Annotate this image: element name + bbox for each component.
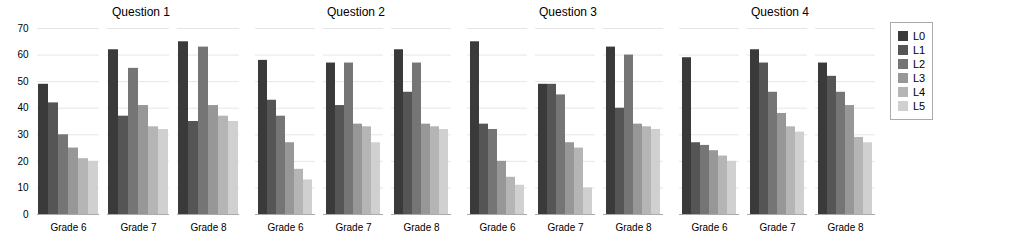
svg-text:0: 0 <box>23 209 29 220</box>
svg-text:Grade 8: Grade 8 <box>615 222 652 233</box>
svg-text:Grade 7: Grade 7 <box>759 222 796 233</box>
svg-text:50: 50 <box>17 76 29 87</box>
svg-text:Grade 7: Grade 7 <box>335 222 372 233</box>
html-text:Question 4: Question 4 <box>751 5 809 19</box>
html-text:L0: L0 <box>913 30 926 42</box>
svg-text:Grade 8: Grade 8 <box>190 222 227 233</box>
html-text:Question 2: Question 2 <box>327 5 385 19</box>
svg-text:Grade 6: Grade 6 <box>691 222 728 233</box>
svg-text:70: 70 <box>17 23 29 34</box>
svg-text:60: 60 <box>17 49 29 60</box>
svg-text:Grade 8: Grade 8 <box>403 222 440 233</box>
svg-text:30: 30 <box>17 129 29 140</box>
html-text:L2: L2 <box>913 58 926 70</box>
html-text:L5: L5 <box>913 100 926 112</box>
svg-text:Grade 6: Grade 6 <box>479 222 516 233</box>
html-text:L4: L4 <box>913 86 926 98</box>
svg-text:Grade 6: Grade 6 <box>267 222 304 233</box>
svg-text:10: 10 <box>17 182 29 193</box>
svg-text:Grade 8: Grade 8 <box>827 222 864 233</box>
svg-text:Grade 6: Grade 6 <box>50 222 87 233</box>
svg-text:20: 20 <box>17 156 29 167</box>
html-text:L3: L3 <box>913 72 926 84</box>
svg-text:Grade 7: Grade 7 <box>120 222 157 233</box>
svg-text:Grade 7: Grade 7 <box>547 222 584 233</box>
html-text:Question 3: Question 3 <box>539 5 597 19</box>
html-text:L1: L1 <box>913 44 926 56</box>
html-text:Question 1: Question 1 <box>112 5 170 19</box>
svg-text:40: 40 <box>17 102 29 113</box>
